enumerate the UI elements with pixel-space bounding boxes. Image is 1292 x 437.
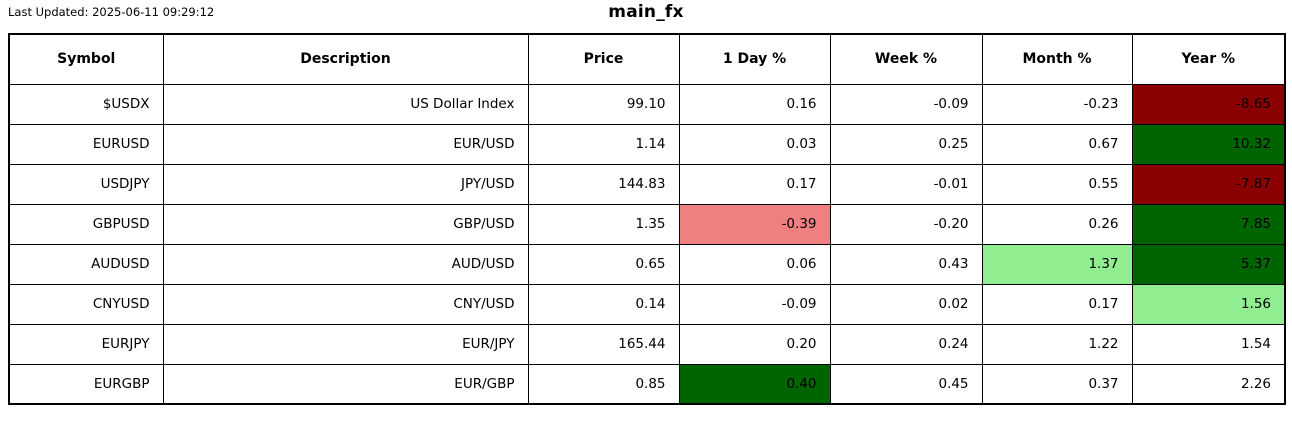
cell-description: AUD/USD [162,243,529,285]
cell-price: 1.14 [527,123,680,165]
cell-description: EUR/JPY [162,323,529,365]
cell-month-percent: 1.37 [981,243,1133,285]
table-header: Symbol Description Price 1 Day % Week % … [8,33,1286,85]
cell-price: 0.85 [527,363,680,405]
cell-week-percent: -0.09 [829,83,983,125]
cell-price: 0.14 [527,283,680,325]
cell-month-percent: 1.22 [981,323,1133,365]
cell-month-percent: 0.17 [981,283,1133,325]
cell-week-percent: 0.02 [829,283,983,325]
cell-symbol: GBPUSD [8,203,164,245]
cell-symbol: EURGBP [8,363,164,405]
cell-month-percent: 0.37 [981,363,1133,405]
cell-year-percent: -8.65 [1131,83,1286,125]
table-row: EURUSD EUR/USD 1.14 0.03 0.25 0.67 10.32 [8,123,1286,165]
cell-symbol: EURJPY [8,323,164,365]
cell-week-percent: -0.01 [829,163,983,205]
table-row: AUDUSD AUD/USD 0.65 0.06 0.43 1.37 5.37 [8,243,1286,285]
cell-year-percent: 1.54 [1131,323,1286,365]
cell-price: 1.35 [527,203,680,245]
last-updated-timestamp: Last Updated: 2025-06-11 09:29:12 [8,5,215,19]
cell-year-percent: 5.37 [1131,243,1286,285]
cell-month-percent: 0.67 [981,123,1133,165]
cell-description: US Dollar Index [162,83,529,125]
cell-symbol: USDJPY [8,163,164,205]
cell-price: 99.10 [527,83,680,125]
table-body: $USDX US Dollar Index 99.10 0.16 -0.09 -… [8,83,1286,405]
cell-1day-percent: -0.39 [678,203,831,245]
cell-year-percent: 2.26 [1131,363,1286,405]
header-row: Symbol Description Price 1 Day % Week % … [8,33,1286,85]
cell-symbol: AUDUSD [8,243,164,285]
cell-symbol: CNYUSD [8,283,164,325]
cell-1day-percent: 0.40 [678,363,831,405]
cell-week-percent: 0.24 [829,323,983,365]
cell-year-percent: -7.87 [1131,163,1286,205]
cell-week-percent: -0.20 [829,203,983,245]
column-header-symbol: Symbol [8,33,164,85]
cell-symbol: EURUSD [8,123,164,165]
cell-week-percent: 0.25 [829,123,983,165]
cell-symbol: $USDX [8,83,164,125]
cell-1day-percent: 0.20 [678,323,831,365]
cell-month-percent: 0.55 [981,163,1133,205]
cell-description: EUR/GBP [162,363,529,405]
fx-table: Symbol Description Price 1 Day % Week % … [8,33,1286,405]
cell-description: JPY/USD [162,163,529,205]
column-header-1day: 1 Day % [678,33,831,85]
cell-week-percent: 0.45 [829,363,983,405]
cell-month-percent: -0.23 [981,83,1133,125]
table-row: EURGBP EUR/GBP 0.85 0.40 0.45 0.37 2.26 [8,363,1286,405]
column-header-description: Description [162,33,529,85]
cell-price: 165.44 [527,323,680,365]
cell-1day-percent: 0.17 [678,163,831,205]
cell-price: 0.65 [527,243,680,285]
column-header-price: Price [527,33,680,85]
table-row: USDJPY JPY/USD 144.83 0.17 -0.01 0.55 -7… [8,163,1286,205]
cell-year-percent: 7.85 [1131,203,1286,245]
column-header-week: Week % [829,33,983,85]
table-row: CNYUSD CNY/USD 0.14 -0.09 0.02 0.17 1.56 [8,283,1286,325]
cell-week-percent: 0.43 [829,243,983,285]
page-title: main_fx [608,2,684,22]
cell-description: CNY/USD [162,283,529,325]
column-header-month: Month % [981,33,1133,85]
table-row: $USDX US Dollar Index 99.10 0.16 -0.09 -… [8,83,1286,125]
cell-description: EUR/USD [162,123,529,165]
cell-year-percent: 1.56 [1131,283,1286,325]
column-header-year: Year % [1131,33,1286,85]
cell-1day-percent: -0.09 [678,283,831,325]
table-row: EURJPY EUR/JPY 165.44 0.20 0.24 1.22 1.5… [8,323,1286,365]
cell-month-percent: 0.26 [981,203,1133,245]
cell-price: 144.83 [527,163,680,205]
cell-1day-percent: 0.16 [678,83,831,125]
cell-description: GBP/USD [162,203,529,245]
cell-1day-percent: 0.06 [678,243,831,285]
table-row: GBPUSD GBP/USD 1.35 -0.39 -0.20 0.26 7.8… [8,203,1286,245]
cell-year-percent: 10.32 [1131,123,1286,165]
cell-1day-percent: 0.03 [678,123,831,165]
